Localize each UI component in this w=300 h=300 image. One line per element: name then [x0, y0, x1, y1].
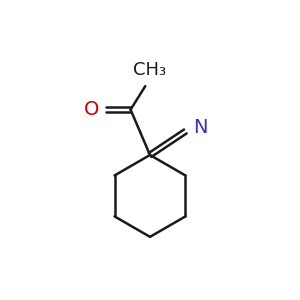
Text: N: N	[194, 118, 208, 137]
Text: O: O	[83, 100, 99, 119]
Text: CH₃: CH₃	[133, 61, 166, 79]
